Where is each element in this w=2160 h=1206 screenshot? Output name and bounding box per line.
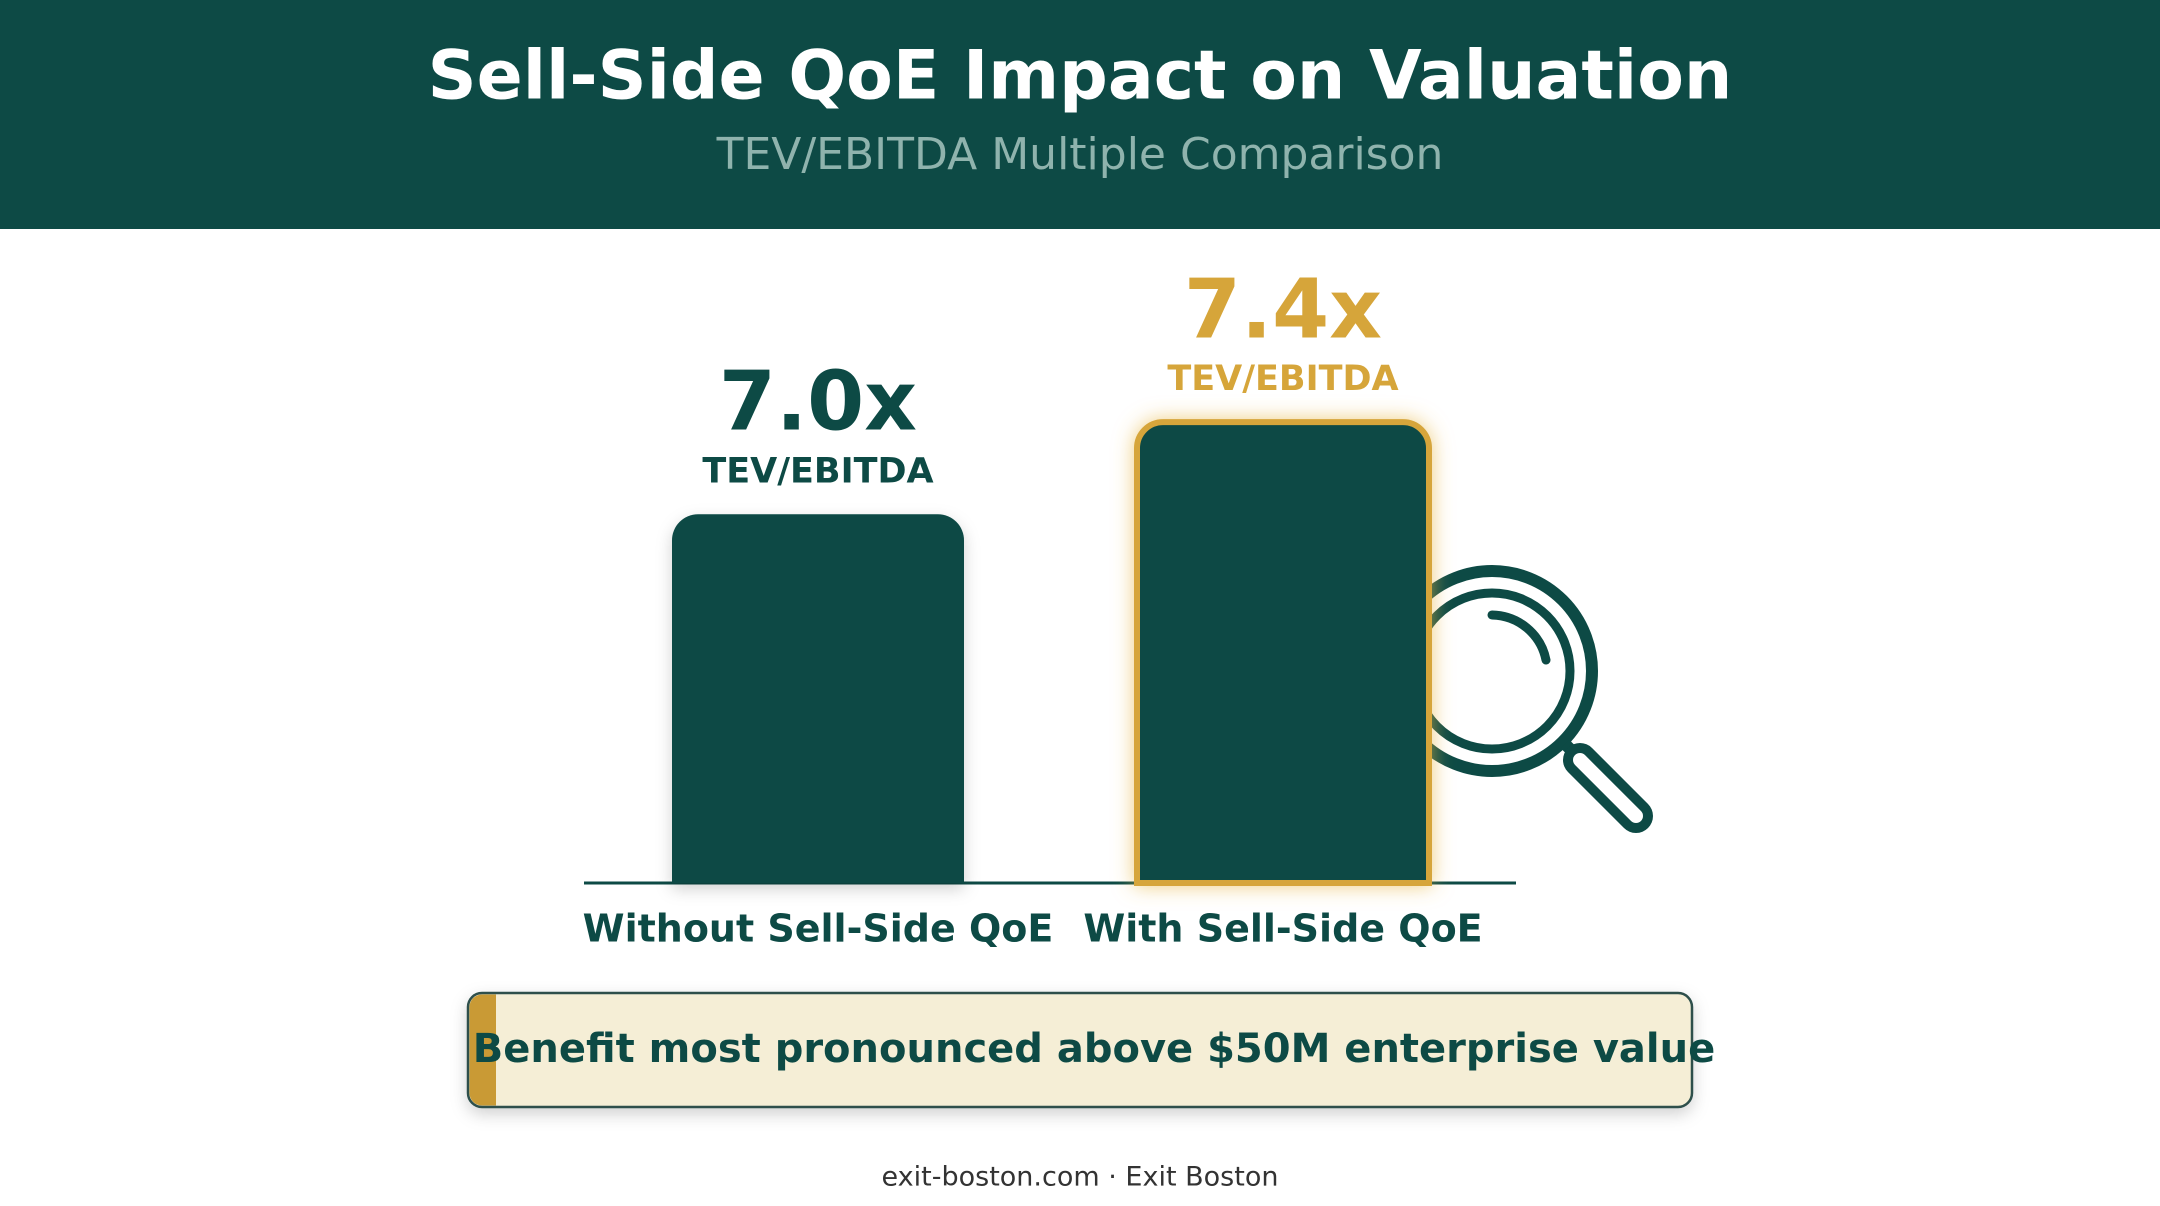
footer: exit-boston.com · Exit Boston [882, 1162, 1279, 1193]
callout-box [466, 991, 1694, 1109]
callout-text: Benefit most pronounced above $50M enter… [473, 1026, 1715, 1072]
header-band [0, 0, 2160, 229]
value-unit-label: TEV/EBITDA [702, 451, 933, 491]
chart-subtitle: TEV/EBITDA Multiple Comparison [716, 129, 1444, 180]
bar [1134, 419, 1432, 886]
bar [672, 514, 964, 883]
category-label: With Sell-Side QoE [1083, 907, 1482, 951]
magnifier-icon [1386, 565, 1653, 833]
callout-accent [469, 994, 496, 1106]
value-unit-label: TEV/EBITDA [1167, 359, 1398, 399]
category-label: Without Sell-Side QoE [583, 907, 1054, 951]
value-label: 7.0x [719, 355, 917, 450]
chart-title: Sell-Side QoE Impact on Valuation [428, 37, 1733, 116]
value-label: 7.4x [1184, 263, 1382, 358]
